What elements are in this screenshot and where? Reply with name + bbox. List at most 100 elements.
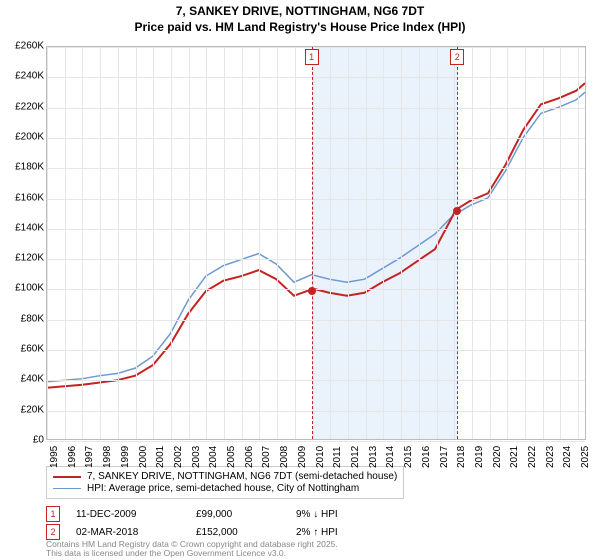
y-axis-label: £60K xyxy=(21,344,44,355)
y-axis-label: £200K xyxy=(15,131,44,142)
plot-area: 12 xyxy=(46,46,586,440)
grid-line-v xyxy=(242,47,243,439)
x-axis-label: 2018 xyxy=(456,446,467,468)
grid-line-v xyxy=(47,47,48,439)
y-axis-label: £240K xyxy=(15,71,44,82)
legend-label: HPI: Average price, semi-detached house,… xyxy=(87,483,359,494)
footer-line-2: This data is licensed under the Open Gov… xyxy=(46,549,338,558)
x-axis-label: 1995 xyxy=(49,446,60,468)
grid-line-v xyxy=(578,47,579,439)
x-axis-label: 2007 xyxy=(261,446,272,468)
chart-container: 7, SANKEY DRIVE, NOTTINGHAM, NG6 7DT Pri… xyxy=(0,0,600,560)
grid-line-v xyxy=(490,47,491,439)
grid-line-v xyxy=(118,47,119,439)
grid-line-v xyxy=(259,47,260,439)
y-axis-label: £120K xyxy=(15,253,44,264)
x-axis-label: 2013 xyxy=(368,446,379,468)
legend-row: HPI: Average price, semi-detached house,… xyxy=(53,483,397,494)
grid-line-v xyxy=(277,47,278,439)
grid-line-v xyxy=(383,47,384,439)
grid-line-h xyxy=(47,350,585,351)
y-axis-label: £80K xyxy=(21,313,44,324)
legend-label: 7, SANKEY DRIVE, NOTTINGHAM, NG6 7DT (se… xyxy=(87,471,397,482)
series-property xyxy=(47,83,585,388)
sale-marker: 1 xyxy=(46,506,60,522)
x-axis-label: 1997 xyxy=(84,446,95,468)
grid-line-h xyxy=(47,411,585,412)
x-axis-label: 2025 xyxy=(580,446,591,468)
grid-line-h xyxy=(47,138,585,139)
sales-table: 1 11-DEC-2009 £99,000 9% ↓ HPI 2 02-MAR-… xyxy=(46,504,338,542)
price-point xyxy=(453,207,461,215)
footer: Contains HM Land Registry data © Crown c… xyxy=(46,540,338,559)
grid-line-v xyxy=(295,47,296,439)
x-axis-label: 2022 xyxy=(527,446,538,468)
x-axis-label: 2003 xyxy=(191,446,202,468)
x-axis-label: 2023 xyxy=(545,446,556,468)
x-axis-label: 2014 xyxy=(385,446,396,468)
sale-price: £99,000 xyxy=(196,509,296,520)
x-axis-label: 2009 xyxy=(297,446,308,468)
sale-date: 11-DEC-2009 xyxy=(76,509,196,520)
x-axis-label: 1998 xyxy=(102,446,113,468)
grid-line-v xyxy=(525,47,526,439)
y-axis-label: £160K xyxy=(15,192,44,203)
price-point xyxy=(308,287,316,295)
sale-price: £152,000 xyxy=(196,527,296,538)
legend-swatch-hpi xyxy=(53,488,81,489)
legend-swatch-property xyxy=(53,476,81,478)
sale-date: 02-MAR-2018 xyxy=(76,527,196,538)
y-axis-label: £180K xyxy=(15,162,44,173)
x-axis-label: 1999 xyxy=(120,446,131,468)
grid-line-v xyxy=(82,47,83,439)
x-axis-label: 2000 xyxy=(138,446,149,468)
sale-row: 1 11-DEC-2009 £99,000 9% ↓ HPI xyxy=(46,506,338,522)
grid-line-h xyxy=(47,289,585,290)
x-axis-label: 1996 xyxy=(67,446,78,468)
x-axis-label: 2011 xyxy=(332,446,343,468)
grid-line-h xyxy=(47,441,585,442)
x-axis-label: 2004 xyxy=(208,446,219,468)
grid-line-v xyxy=(206,47,207,439)
x-axis-label: 2020 xyxy=(492,446,503,468)
grid-line-v xyxy=(507,47,508,439)
title-line-2: Price paid vs. HM Land Registry's House … xyxy=(0,20,600,36)
grid-line-v xyxy=(419,47,420,439)
grid-line-h xyxy=(47,320,585,321)
chart-title: 7, SANKEY DRIVE, NOTTINGHAM, NG6 7DT Pri… xyxy=(0,0,600,35)
grid-line-h xyxy=(47,229,585,230)
y-axis-label: £140K xyxy=(15,222,44,233)
y-axis-label: £40K xyxy=(21,374,44,385)
grid-line-v xyxy=(560,47,561,439)
grid-line-v xyxy=(543,47,544,439)
x-axis-label: 2006 xyxy=(244,446,255,468)
grid-line-v xyxy=(348,47,349,439)
x-axis-label: 2019 xyxy=(474,446,485,468)
sale-row: 2 02-MAR-2018 £152,000 2% ↑ HPI xyxy=(46,524,338,540)
x-axis-label: 2002 xyxy=(173,446,184,468)
x-axis-label: 2024 xyxy=(562,446,573,468)
title-line-1: 7, SANKEY DRIVE, NOTTINGHAM, NG6 7DT xyxy=(0,4,600,20)
marker-guide xyxy=(312,47,313,439)
y-axis-label: £260K xyxy=(15,41,44,52)
grid-line-h xyxy=(47,380,585,381)
grid-line-v xyxy=(330,47,331,439)
grid-line-v xyxy=(454,47,455,439)
x-axis-label: 2008 xyxy=(279,446,290,468)
y-axis-label: £20K xyxy=(21,404,44,415)
grid-line-h xyxy=(47,47,585,48)
x-axis-label: 2012 xyxy=(350,446,361,468)
grid-line-v xyxy=(171,47,172,439)
grid-line-v xyxy=(153,47,154,439)
x-axis-label: 2005 xyxy=(226,446,237,468)
y-axis-label: £220K xyxy=(15,101,44,112)
grid-line-v xyxy=(437,47,438,439)
grid-line-h xyxy=(47,168,585,169)
sale-diff: 9% ↓ HPI xyxy=(296,509,338,520)
grid-line-v xyxy=(472,47,473,439)
grid-line-v xyxy=(313,47,314,439)
grid-line-h xyxy=(47,199,585,200)
y-axis-label: £0 xyxy=(33,435,44,446)
grid-line-v xyxy=(366,47,367,439)
grid-line-v xyxy=(136,47,137,439)
